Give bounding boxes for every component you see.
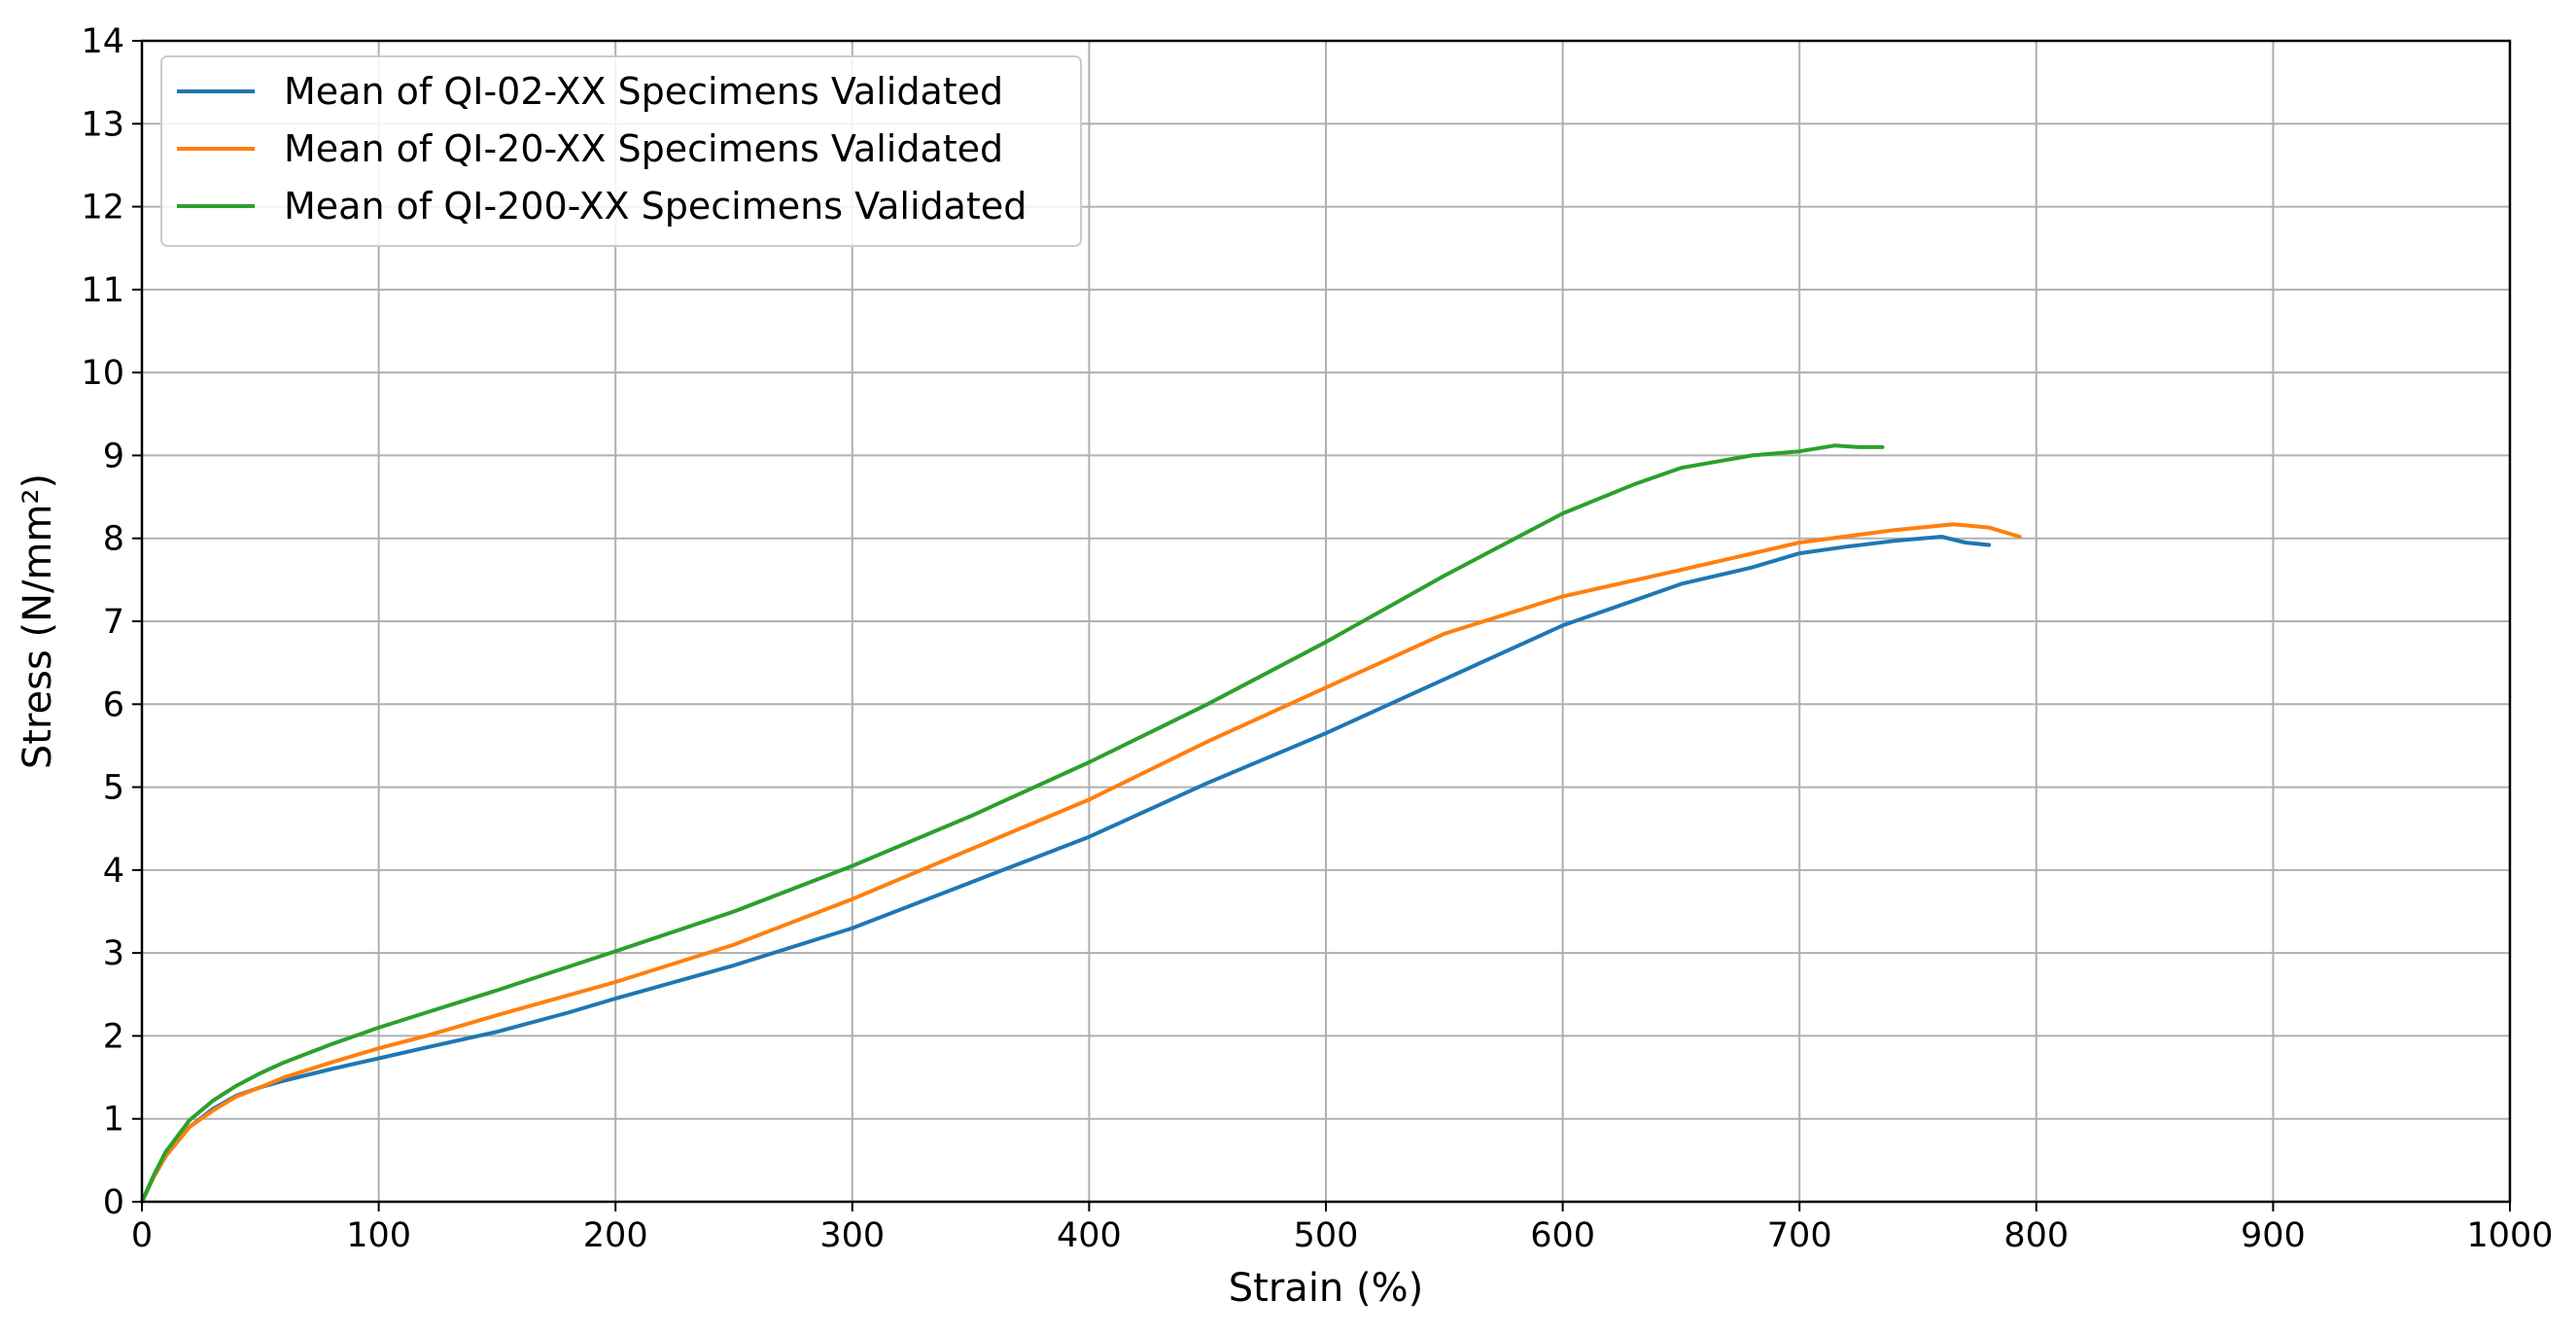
y-tick-label: 9 [103, 437, 124, 475]
x-tick-label: 1000 [2466, 1216, 2553, 1255]
y-tick-label: 8 [103, 520, 124, 559]
legend-box [160, 55, 1082, 247]
y-tick-label: 3 [103, 934, 124, 973]
x-tick-label: 200 [583, 1216, 648, 1255]
x-tick-label: 300 [819, 1216, 885, 1255]
x-tick-label: 800 [2003, 1216, 2069, 1255]
y-tick-label: 4 [103, 852, 124, 891]
y-tick-label: 10 [81, 354, 124, 393]
legend-label-2: Mean of QI-20-XX Specimens Validated [284, 127, 1003, 170]
series-line-2 [140, 522, 2022, 1204]
y-tick-label: 5 [103, 769, 124, 808]
x-tick-label: 0 [131, 1216, 153, 1255]
legend-label-1: Mean of QI-02-XX Specimens Validated [284, 70, 1003, 113]
y-tick-label: 7 [103, 603, 124, 642]
x-tick-label: 600 [1530, 1216, 1595, 1255]
series-line-3 [140, 443, 1885, 1204]
y-tick-label: 0 [103, 1183, 124, 1222]
x-tick-label: 500 [1294, 1216, 1359, 1255]
y-axis-title: Stress (N/mm²) [16, 474, 60, 769]
y-tick-label: 1 [103, 1101, 124, 1140]
y-tick-label: 12 [81, 189, 124, 228]
x-axis-title: Strain (%) [1229, 1266, 1423, 1311]
y-tick-label: 13 [81, 105, 124, 144]
y-tick-label: 6 [103, 685, 124, 724]
axis-ticks: 0 100 200 300 400 500 600 700 800 900 100001234567… [81, 22, 2553, 1255]
y-tick-label: 2 [103, 1017, 124, 1056]
x-tick-label: 700 [1767, 1216, 1832, 1255]
x-tick-label: 100 [346, 1216, 411, 1255]
series-lines [140, 443, 2022, 1204]
y-tick-label: 11 [81, 271, 124, 310]
x-tick-label: 900 [2241, 1216, 2306, 1255]
legend: Mean of QI-02-XX Specimens Validated Mean… [160, 55, 1082, 247]
legend-label-3: Mean of QI-200-XX Specimens Validated [284, 185, 1027, 228]
x-tick-label: 400 [1057, 1216, 1122, 1255]
y-tick-label: 14 [81, 22, 124, 61]
